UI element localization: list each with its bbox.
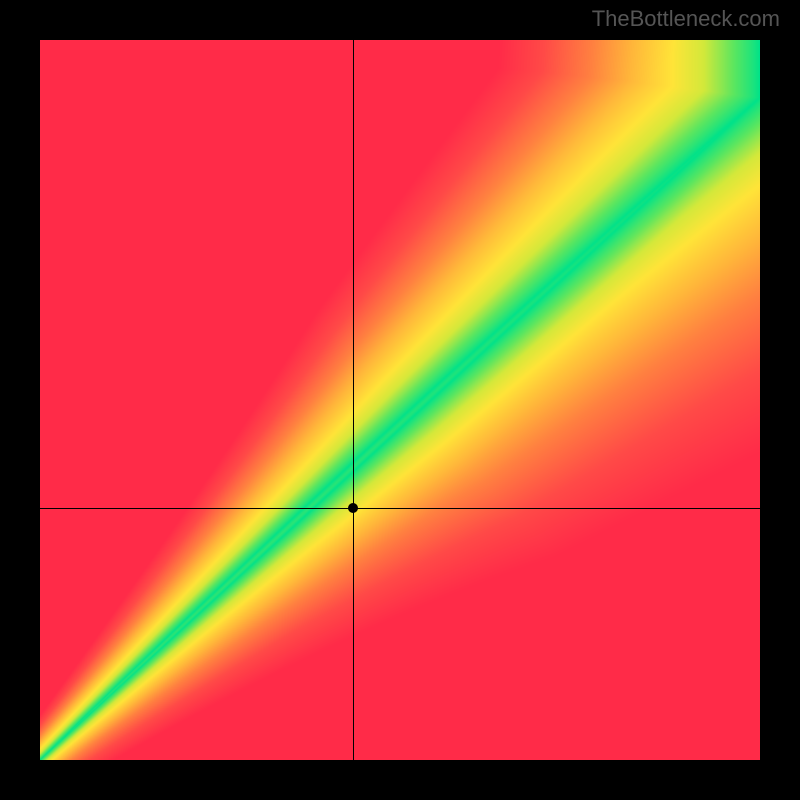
- crosshair-vertical: [353, 40, 354, 760]
- plot-area: [40, 40, 760, 760]
- crosshair-horizontal: [40, 508, 760, 509]
- watermark-text: TheBottleneck.com: [592, 6, 780, 32]
- heatmap-canvas: [40, 40, 760, 760]
- marker-dot: [348, 503, 358, 513]
